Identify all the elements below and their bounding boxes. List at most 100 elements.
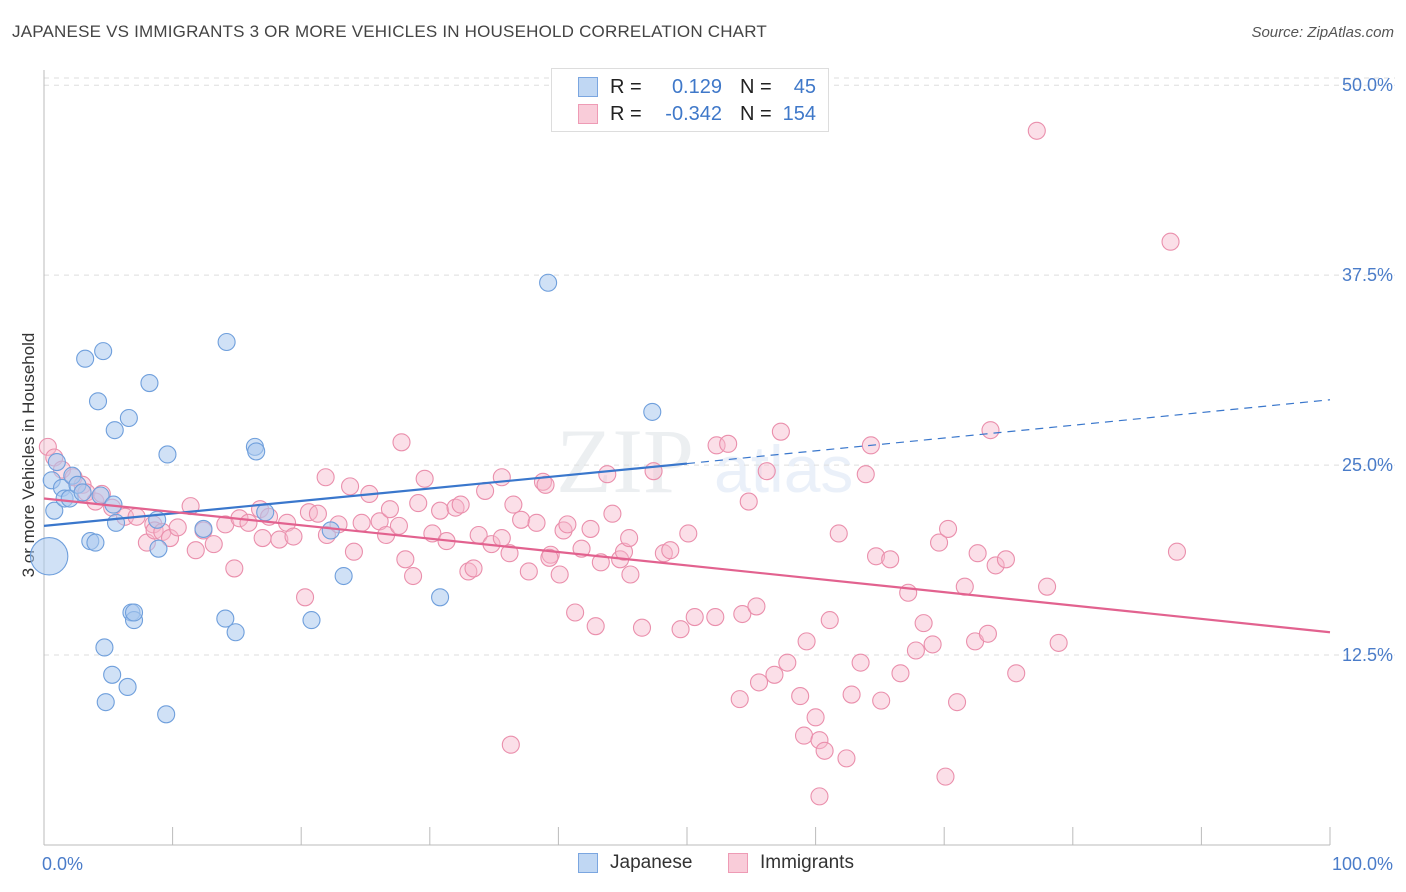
watermark: ZIP atlas [556, 410, 853, 512]
immigrants-point [431, 501, 450, 520]
immigrants-swatch [578, 104, 598, 124]
immigrants-point [446, 498, 465, 517]
japanese-point [29, 537, 69, 576]
immigrants-point [1007, 664, 1026, 683]
immigrants-point [679, 524, 698, 543]
immigrants-point [492, 468, 511, 487]
japanese-point [226, 623, 245, 642]
immigrants-point [186, 541, 205, 560]
japanese-swatch [578, 853, 598, 873]
japanese-point [86, 533, 105, 552]
source-label: Source: ZipAtlas.com [1251, 24, 1394, 41]
immigrants-point [806, 708, 825, 727]
immigrants-point [829, 524, 848, 543]
series-legend: Japanese Immigrants [0, 852, 1406, 878]
legend-item-immigrants: Immigrants [728, 852, 854, 874]
japanese-trend-line [43, 462, 688, 527]
immigrants-point [500, 544, 519, 563]
immigrants-point [733, 604, 752, 624]
immigrants-point [389, 516, 408, 535]
n-key: N = [740, 75, 772, 98]
japanese-point [124, 603, 144, 622]
immigrants-point [996, 550, 1015, 569]
x-tick-label: 0.0% [42, 854, 83, 874]
r-key: R = [610, 75, 642, 98]
legend-row-immigrants: R = -0.342 N = 154 [552, 101, 816, 127]
japanese-point [334, 566, 353, 586]
immigrants-point [820, 611, 839, 630]
immigrants-point [204, 535, 223, 554]
immigrants-point [415, 469, 434, 488]
immigrants-point [914, 614, 933, 633]
immigrants-point [923, 635, 942, 654]
japanese-swatch [578, 77, 598, 97]
japanese-point [302, 611, 321, 630]
japanese-point [73, 483, 92, 502]
n-value: 45 [793, 75, 816, 98]
immigrants-point [476, 481, 495, 500]
immigrants-point [540, 548, 559, 567]
immigrants-point [791, 687, 810, 706]
immigrants-point [504, 495, 523, 514]
japanese-point [119, 408, 138, 428]
legend-label: Immigrants [760, 852, 854, 873]
immigrants-point [464, 559, 483, 578]
immigrants-point [591, 553, 610, 572]
legend-label: Japanese [610, 852, 693, 873]
japanese-point [105, 421, 124, 440]
immigrants-point [1161, 232, 1180, 251]
immigrants-point [598, 465, 617, 484]
immigrants-point [270, 530, 289, 549]
trend-lines [43, 399, 1331, 634]
r-key: R = [610, 102, 642, 125]
immigrants-point [341, 477, 360, 496]
immigrants-point [794, 726, 814, 745]
watermark-zip: ZIP [556, 410, 694, 512]
immigrants-point [459, 562, 478, 581]
immigrants-point [299, 503, 318, 522]
japanese-points [29, 273, 662, 724]
immigrants-point [856, 465, 875, 484]
japanese-point [158, 445, 177, 464]
immigrants-point [316, 468, 335, 487]
immigrants-point [851, 653, 870, 672]
immigrants-point [810, 731, 829, 750]
immigrants-point [1038, 577, 1057, 596]
immigrants-point [685, 608, 704, 627]
immigrants-point [757, 462, 776, 481]
immigrants-point [253, 528, 272, 548]
n-value: 154 [782, 102, 816, 125]
immigrants-point [308, 504, 327, 523]
immigrants-point [451, 495, 470, 514]
immigrants-point [492, 528, 511, 548]
immigrants-point [527, 513, 546, 532]
y-tick-label: 50.0% [1342, 75, 1393, 95]
japanese-point [88, 392, 108, 411]
y-tick-label: 25.0% [1342, 455, 1393, 475]
legend-item-japanese: Japanese [578, 852, 692, 874]
immigrants-point [1049, 633, 1068, 652]
japanese-point [431, 588, 450, 607]
immigrants-point [566, 603, 585, 622]
immigrants-point [620, 528, 639, 548]
japanese-point [539, 273, 558, 292]
x-tick-label: 100.0% [1332, 854, 1393, 874]
watermark-atlas: atlas [714, 432, 853, 506]
immigrants-point [671, 620, 690, 639]
immigrants-point [614, 542, 634, 561]
immigrants-point [707, 436, 726, 455]
chart-title: JAPANESE VS IMMIGRANTS 3 OR MORE VEHICLE… [12, 22, 767, 41]
japanese-point [118, 677, 137, 697]
immigrants-point [168, 518, 187, 537]
japanese-point [96, 693, 115, 712]
immigrants-point [891, 664, 910, 683]
immigrants-point [352, 513, 371, 532]
immigrants-point [404, 566, 423, 586]
r-value: 0.129 [671, 75, 722, 98]
immigrants-point [739, 492, 758, 511]
immigrants-point [837, 749, 856, 768]
japanese-point [216, 609, 235, 628]
immigrants-point [986, 556, 1005, 575]
immigrants-point [558, 515, 577, 534]
immigrants-point [797, 632, 816, 651]
